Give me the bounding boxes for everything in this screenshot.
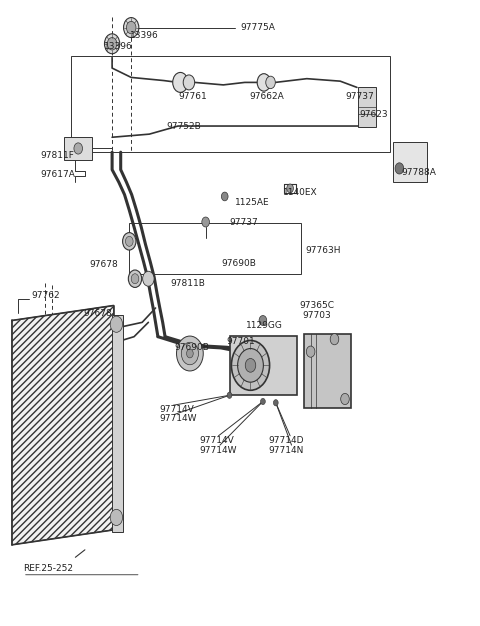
Text: 97761: 97761 xyxy=(178,92,207,101)
Bar xyxy=(359,87,376,127)
Circle shape xyxy=(143,271,154,286)
Circle shape xyxy=(261,398,265,404)
Text: 97788A: 97788A xyxy=(401,168,436,177)
Text: 97617A: 97617A xyxy=(40,170,75,179)
Text: 97763H: 97763H xyxy=(306,246,341,255)
Bar xyxy=(71,56,390,152)
Bar xyxy=(304,334,351,408)
Circle shape xyxy=(238,349,264,382)
Bar xyxy=(112,316,122,532)
Circle shape xyxy=(330,334,339,345)
Text: 1140EX: 1140EX xyxy=(283,188,318,197)
Text: 97365C: 97365C xyxy=(300,301,335,310)
Circle shape xyxy=(74,143,83,154)
Circle shape xyxy=(306,346,315,357)
Text: 97623: 97623 xyxy=(360,110,388,120)
Text: 97703: 97703 xyxy=(302,311,331,320)
Text: 97690B: 97690B xyxy=(221,259,256,268)
Circle shape xyxy=(187,349,193,358)
Polygon shape xyxy=(12,305,114,545)
Text: 97678: 97678 xyxy=(90,260,119,269)
Circle shape xyxy=(126,21,136,34)
Circle shape xyxy=(122,233,136,250)
Circle shape xyxy=(221,192,228,201)
Text: 97775A: 97775A xyxy=(240,23,275,32)
Circle shape xyxy=(274,399,278,406)
Circle shape xyxy=(395,163,404,174)
Text: 97811B: 97811B xyxy=(171,279,205,287)
Text: 1129GG: 1129GG xyxy=(246,321,283,330)
Text: 1125AE: 1125AE xyxy=(235,198,270,207)
Text: 13396: 13396 xyxy=(130,31,159,40)
Text: 97714D: 97714D xyxy=(269,436,304,445)
Circle shape xyxy=(108,38,117,50)
Bar xyxy=(129,223,301,274)
Bar xyxy=(64,136,92,160)
Text: 97714V: 97714V xyxy=(199,436,234,445)
Circle shape xyxy=(257,74,271,91)
Text: 97752B: 97752B xyxy=(166,121,201,131)
Circle shape xyxy=(341,393,349,404)
Circle shape xyxy=(231,341,270,390)
Circle shape xyxy=(105,34,120,54)
Circle shape xyxy=(131,274,139,284)
Text: 13396: 13396 xyxy=(104,42,133,51)
Circle shape xyxy=(287,184,293,193)
Circle shape xyxy=(266,76,276,89)
Circle shape xyxy=(202,217,209,227)
Text: 97662A: 97662A xyxy=(250,92,284,101)
Circle shape xyxy=(128,270,142,287)
Circle shape xyxy=(183,75,195,90)
Circle shape xyxy=(181,342,199,365)
Circle shape xyxy=(173,73,188,93)
Circle shape xyxy=(245,359,256,372)
Text: 97678: 97678 xyxy=(84,309,112,317)
Circle shape xyxy=(110,316,122,332)
Text: 97690B: 97690B xyxy=(174,343,209,352)
Circle shape xyxy=(227,392,232,398)
Text: 97714W: 97714W xyxy=(160,414,197,423)
Text: 97714N: 97714N xyxy=(269,446,304,454)
Text: 97811F: 97811F xyxy=(40,151,74,160)
Text: 97714V: 97714V xyxy=(160,405,194,414)
Text: 97762: 97762 xyxy=(31,291,60,300)
Bar xyxy=(393,141,427,182)
Text: 97737: 97737 xyxy=(345,92,374,101)
Bar xyxy=(230,336,297,395)
Text: 97714W: 97714W xyxy=(199,446,237,454)
Circle shape xyxy=(123,18,139,38)
Text: 97737: 97737 xyxy=(229,218,258,227)
Text: 97701: 97701 xyxy=(227,337,255,346)
Text: REF.25-252: REF.25-252 xyxy=(23,564,73,573)
Circle shape xyxy=(259,316,267,326)
Circle shape xyxy=(177,336,203,371)
Circle shape xyxy=(125,237,133,246)
Circle shape xyxy=(110,510,122,525)
